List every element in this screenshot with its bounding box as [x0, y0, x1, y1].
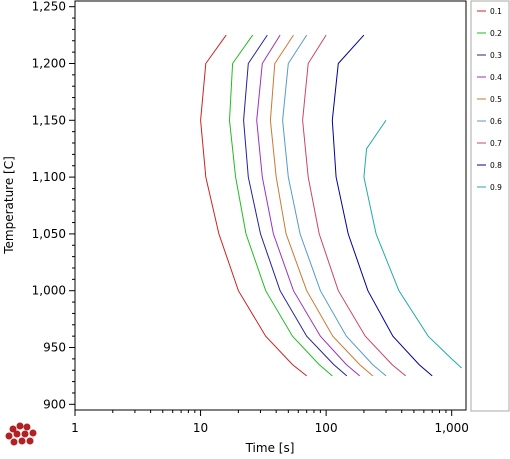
series-line-0-4	[256, 34, 361, 377]
legend-label: 0.1	[490, 7, 502, 16]
series-line-0-9	[363, 120, 462, 369]
y-axis-ticks: 900 950 1,000 1,050 1,100 1,150 1,200 1,250	[32, 0, 75, 411]
plot-area	[74, 0, 467, 411]
legend-label: 0.6	[490, 117, 502, 126]
y-tick-label: 1,200	[32, 56, 66, 70]
y-tick-label: 900	[43, 397, 66, 411]
red-spheres-logo-icon	[5, 422, 37, 446]
legend: 0.1 0.2 0.3 0.4 0.5 0.6 0.7 0.8 0.9	[470, 0, 510, 412]
legend-label: 0.4	[490, 73, 502, 82]
x-tick-label: 1	[71, 421, 79, 435]
legend-label: 0.5	[490, 95, 502, 104]
x-tick-label: 1,000	[435, 421, 469, 435]
series-line-0-2	[228, 34, 333, 377]
x-tick-label: 10	[193, 421, 208, 435]
legend-label: 0.9	[490, 183, 502, 192]
legend-label: 0.8	[490, 161, 502, 170]
legend-items: 0.1 0.2 0.3 0.4 0.5 0.6 0.7 0.8 0.9	[477, 7, 502, 192]
legend-label: 0.2	[490, 29, 502, 38]
legend-box	[470, 0, 510, 412]
series-line-0-1	[200, 34, 308, 377]
y-tick-label: 1,150	[32, 113, 66, 127]
x-axis-ticks: 1 10 100 1,000	[71, 410, 469, 435]
series-line-0-5	[269, 34, 374, 377]
series-line-0-3	[243, 34, 348, 377]
y-tick-label: 1,000	[32, 284, 66, 298]
y-axis-title: Temperature [C]	[2, 156, 16, 255]
series-lines	[200, 34, 462, 377]
y-tick-label: 1,050	[32, 227, 66, 241]
y-tick-label: 950	[43, 341, 66, 355]
legend-label: 0.3	[490, 51, 502, 60]
series-line-0-8	[331, 34, 433, 377]
series-line-0-7	[302, 34, 407, 377]
y-tick-label: 1,100	[32, 170, 66, 184]
axes: 1 10 100 1,000 900 950 1,000 1,050 1,100 1,150 1,…	[32, 0, 469, 435]
x-tick-label: 100	[315, 421, 338, 435]
legend-label: 0.7	[490, 139, 502, 148]
series-line-0-6	[282, 34, 387, 377]
y-tick-label: 1,250	[32, 0, 66, 14]
x-axis-title: Time [s]	[245, 441, 295, 455]
